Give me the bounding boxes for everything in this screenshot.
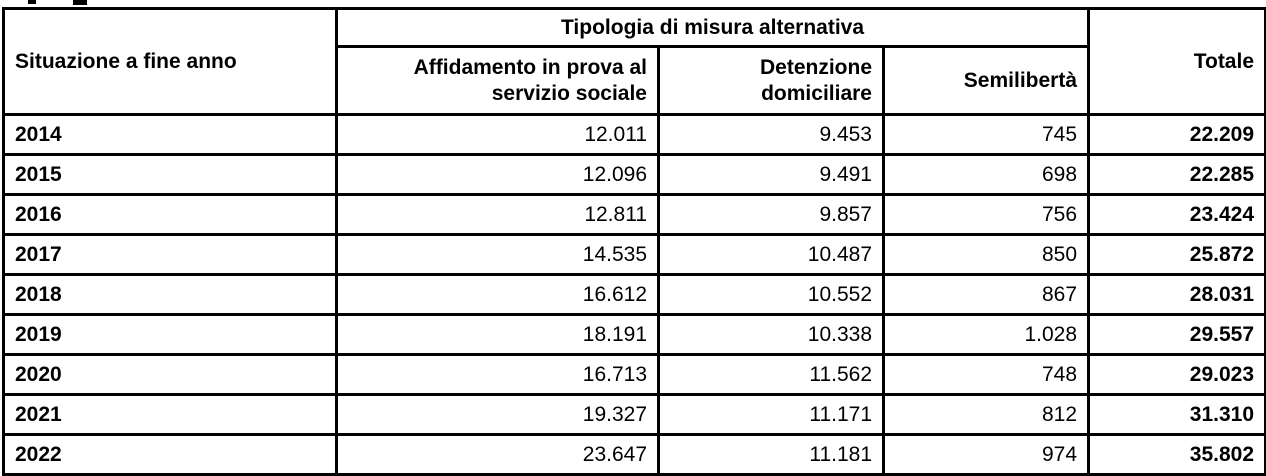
header-row-sub: Affidamento in prova al servizio sociale… — [4, 45, 1266, 116]
affidamento-cell: 19.327 — [335, 393, 660, 436]
year-cell: 2016 — [2, 193, 338, 236]
totale-cell: 22.209 — [1087, 113, 1266, 156]
semiliberta-cell: 867 — [881, 273, 1091, 316]
table-body: 2014 12.011 9.453 745 22.209 2015 12.096… — [2, 113, 1266, 476]
semiliberta-cell: 1.028 — [881, 313, 1091, 356]
semiliberta-cell: 748 — [881, 353, 1091, 396]
column-header-detenzione: Detenzione domiciliare — [657, 45, 885, 116]
totale-cell: 29.023 — [1087, 353, 1266, 396]
table-row-2020: 2020 16.713 11.562 748 29.023 — [2, 353, 1266, 396]
year-cell: 2018 — [2, 273, 338, 316]
semiliberta-cell: 756 — [881, 193, 1091, 236]
alternative-measures-table: Situazione a fine anno Tipologia di misu… — [2, 7, 1266, 476]
table-row-2014: 2014 12.011 9.453 745 22.209 — [2, 113, 1266, 156]
header-row-group: Situazione a fine anno Tipologia di misu… — [2, 7, 1266, 116]
detenzione-cell: 10.487 — [657, 233, 885, 276]
affidamento-cell: 23.647 — [335, 433, 660, 476]
semiliberta-cell: 812 — [881, 393, 1091, 436]
semiliberta-cell: 850 — [881, 233, 1091, 276]
detenzione-cell: 11.562 — [657, 353, 885, 396]
semiliberta-cell: 698 — [881, 153, 1091, 196]
column-header-semiliberta: Semilibertà — [881, 45, 1091, 116]
totale-cell: 25.872 — [1087, 233, 1266, 276]
table-row-2015: 2015 12.096 9.491 698 22.285 — [2, 153, 1266, 196]
year-cell: 2020 — [2, 353, 338, 396]
detenzione-cell: 11.171 — [657, 393, 885, 436]
year-cell: 2014 — [2, 113, 338, 156]
affidamento-cell: 12.096 — [335, 153, 660, 196]
totale-cell: 35.802 — [1087, 433, 1266, 476]
affidamento-cell: 18.191 — [335, 313, 660, 356]
totale-cell: 29.557 — [1087, 313, 1266, 356]
year-cell: 2022 — [2, 433, 338, 476]
affidamento-cell: 12.811 — [335, 193, 660, 236]
cropped-text-remnant — [28, 0, 36, 4]
totale-cell: 28.031 — [1087, 273, 1266, 316]
affidamento-cell: 14.535 — [335, 233, 660, 276]
table-row-2018: 2018 16.612 10.552 867 28.031 — [2, 273, 1266, 316]
table-row-2019: 2019 18.191 10.338 1.028 29.557 — [2, 313, 1266, 356]
detenzione-cell: 10.338 — [657, 313, 885, 356]
detenzione-cell: 9.857 — [657, 193, 885, 236]
totale-cell: 31.310 — [1087, 393, 1266, 436]
year-cell: 2019 — [2, 313, 338, 356]
column-header-totale: Totale — [1087, 7, 1266, 116]
table-row-2017: 2017 14.535 10.487 850 25.872 — [2, 233, 1266, 276]
column-header-affidamento: Affidamento in prova al servizio sociale — [335, 45, 660, 116]
year-cell: 2017 — [2, 233, 338, 276]
table-row-2016: 2016 12.811 9.857 756 23.424 — [2, 193, 1266, 236]
affidamento-cell: 12.011 — [335, 113, 660, 156]
table-row-2021: 2021 19.327 11.171 812 31.310 — [2, 393, 1266, 436]
detenzione-cell: 9.453 — [657, 113, 885, 156]
year-cell: 2021 — [2, 393, 338, 436]
semiliberta-cell: 974 — [881, 433, 1091, 476]
semiliberta-cell: 745 — [881, 113, 1091, 156]
totale-cell: 22.285 — [1087, 153, 1266, 196]
affidamento-cell: 16.713 — [335, 353, 660, 396]
year-cell: 2015 — [2, 153, 338, 196]
detenzione-cell: 10.552 — [657, 273, 885, 316]
column-header-situazione: Situazione a fine anno — [2, 7, 338, 116]
table-header: Situazione a fine anno Tipologia di misu… — [2, 7, 1266, 116]
column-group-header-tipologia: Tipologia di misura alternativa — [334, 7, 1091, 48]
detenzione-cell: 9.491 — [657, 153, 885, 196]
detenzione-cell: 11.181 — [657, 433, 885, 476]
cropped-text-remnant — [73, 0, 87, 5]
table-row-2022: 2022 23.647 11.181 974 35.802 — [2, 433, 1266, 476]
totale-cell: 23.424 — [1087, 193, 1266, 236]
affidamento-cell: 16.612 — [335, 273, 660, 316]
